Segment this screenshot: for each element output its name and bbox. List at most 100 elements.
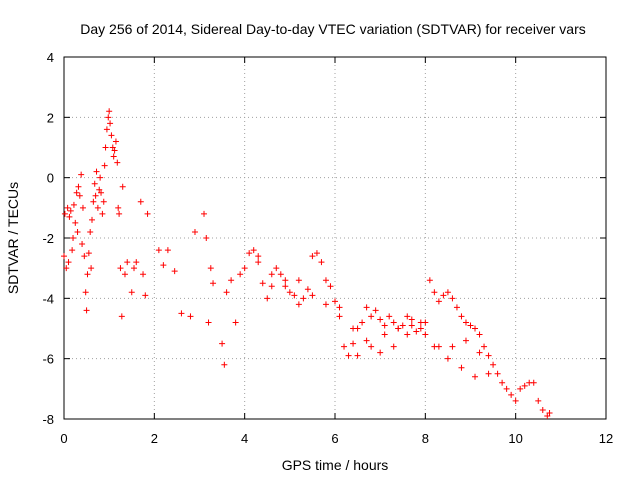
data-point: [75, 183, 82, 190]
data-point: [191, 228, 198, 235]
data-point: [295, 277, 302, 284]
data-point: [109, 144, 116, 151]
data-point: [221, 361, 228, 368]
data-point: [78, 171, 85, 178]
data-point: [490, 361, 497, 368]
data-point: [178, 310, 185, 317]
data-point: [363, 337, 370, 344]
y-tick-label: -4: [42, 291, 54, 306]
data-point: [73, 189, 80, 196]
data-point: [164, 247, 171, 254]
data-point: [219, 340, 226, 347]
data-point: [111, 147, 118, 154]
data-point: [137, 198, 144, 205]
data-point: [118, 313, 125, 320]
data-point: [381, 322, 388, 329]
data-point: [250, 247, 257, 254]
y-tick-label: 0: [47, 171, 54, 186]
data-point: [485, 352, 492, 359]
data-point: [386, 313, 393, 320]
data-point: [259, 280, 266, 287]
data-point: [494, 370, 501, 377]
data-point: [413, 328, 420, 335]
data-point: [517, 385, 524, 392]
data-point: [453, 304, 460, 311]
data-point: [88, 265, 95, 272]
data-point: [422, 331, 429, 338]
data-point: [332, 298, 338, 305]
data-point: [530, 379, 537, 386]
data-point: [544, 412, 551, 419]
data-point: [91, 180, 98, 187]
data-point: [345, 352, 352, 359]
x-axis-label: GPS time / hours: [282, 457, 389, 473]
data-point: [472, 373, 479, 380]
data-point: [115, 204, 122, 211]
data-point: [82, 289, 89, 296]
data-point: [246, 250, 253, 257]
data-point: [84, 271, 91, 278]
data-point: [440, 292, 447, 299]
data-point: [105, 114, 112, 121]
data-point: [309, 292, 316, 299]
data-point: [121, 271, 128, 278]
data-point: [63, 265, 70, 272]
data-point: [114, 159, 121, 166]
data-point: [61, 210, 68, 217]
data-point: [372, 307, 379, 314]
data-point: [322, 277, 329, 284]
data-point: [304, 286, 311, 293]
data-point: [476, 349, 483, 356]
data-point: [408, 322, 415, 329]
data-point: [399, 322, 406, 329]
data-point: [368, 343, 375, 350]
data-point: [268, 283, 275, 290]
data-point: [92, 192, 99, 199]
grid-lines: [64, 57, 606, 419]
data-point: [119, 183, 126, 190]
data-point: [359, 319, 366, 326]
data-point: [444, 289, 451, 296]
data-point: [99, 210, 106, 217]
data-point: [300, 295, 307, 302]
data-point: [140, 271, 147, 278]
data-point: [395, 325, 402, 332]
data-point: [110, 153, 117, 160]
data-point: [65, 259, 72, 266]
data-point: [336, 304, 343, 311]
data-point: [108, 132, 115, 139]
plot-frame: [63, 56, 607, 420]
data-point: [210, 280, 217, 287]
data-point: [381, 331, 388, 338]
data-point: [291, 292, 298, 299]
data-point: [203, 235, 210, 241]
data-point: [101, 162, 108, 169]
data-point: [64, 204, 71, 211]
data-point: [107, 120, 114, 127]
data-point: [503, 385, 510, 392]
data-point: [539, 406, 546, 413]
data-point: [100, 198, 107, 205]
data-point: [155, 247, 162, 254]
data-point: [70, 235, 77, 241]
data-point: [481, 343, 488, 350]
data-point: [336, 313, 343, 320]
data-point: [521, 382, 528, 389]
data-point: [207, 265, 214, 272]
data-point: [124, 259, 131, 266]
data-point: [87, 228, 94, 235]
data-point: [133, 259, 140, 266]
data-point: [228, 277, 235, 284]
data-point: [97, 174, 104, 181]
data-points: [61, 108, 553, 419]
data-point: [390, 343, 397, 350]
data-point: [350, 340, 357, 347]
x-tick-label: 12: [599, 431, 613, 446]
data-point: [61, 253, 67, 260]
data-point: [83, 307, 90, 314]
data-point: [449, 343, 456, 350]
data-point: [295, 301, 302, 308]
data-point: [368, 313, 375, 320]
data-point: [131, 265, 138, 272]
data-point: [431, 289, 438, 296]
